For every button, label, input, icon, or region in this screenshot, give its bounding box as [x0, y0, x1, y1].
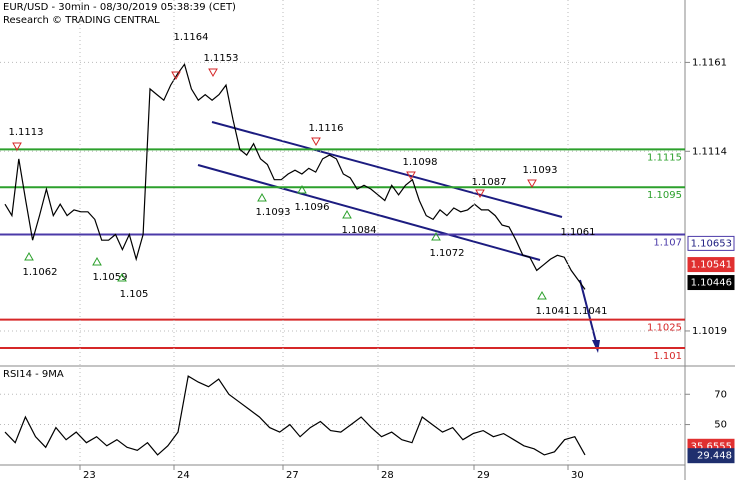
forecast-arrow	[579, 279, 597, 343]
price-tag	[687, 448, 735, 464]
low-marker	[257, 192, 267, 202]
y-tick-label: 1.1161	[692, 57, 727, 68]
high-marker	[171, 71, 181, 81]
annotation: 1.1041	[536, 306, 571, 317]
annotation: 1.1093	[523, 165, 558, 176]
annotation: 1.1087	[472, 177, 507, 188]
annotation: 1.1096	[295, 202, 330, 213]
level-label: 1.101	[653, 351, 682, 362]
low-marker	[92, 256, 102, 266]
low-marker	[297, 184, 307, 194]
x-tick-label: 29	[477, 470, 490, 480]
level-label: 1.1095	[647, 190, 682, 201]
annotation: 1.1084	[342, 225, 377, 236]
level-label: 1.1115	[647, 152, 682, 163]
low-marker	[342, 209, 352, 219]
y-tick-label: 1.1019	[692, 326, 727, 337]
annotation: 1.1061	[561, 227, 596, 238]
price-tag	[687, 235, 735, 251]
chart-title: EUR/USD - 30min - 08/30/2019 05:38:39 (C…	[3, 2, 236, 13]
price-line	[4, 375, 586, 456]
annotation: 1.1059	[93, 272, 128, 283]
price-tag-label: 35.6555	[691, 441, 732, 452]
high-marker	[311, 137, 321, 147]
channel-upper	[211, 121, 563, 218]
arrow-head	[592, 340, 600, 353]
channel-lower	[197, 164, 541, 261]
annotation: 1.105	[120, 289, 149, 300]
annotation: 1.1153	[204, 53, 239, 64]
price-tag-label: 1.10653	[691, 238, 732, 249]
annotation: 1.1093	[256, 207, 291, 218]
x-tick-label: 27	[286, 470, 299, 480]
level-label: 1.1025	[647, 323, 682, 334]
price-line	[4, 62, 586, 290]
annotation: 1.1116	[309, 123, 344, 134]
high-marker	[527, 179, 537, 189]
x-tick-label: 23	[83, 470, 96, 480]
x-tick-label: 30	[571, 470, 584, 480]
rsi-title: RSI14 - 9MA	[3, 369, 64, 380]
low-marker	[24, 251, 34, 261]
price-tag-label: 1.10541	[691, 260, 732, 271]
annotation: 1.1041	[573, 306, 608, 317]
level-label: 1.107	[653, 238, 682, 249]
low-marker	[537, 290, 547, 300]
annotation: 1.1164	[174, 32, 209, 43]
high-marker	[475, 189, 485, 199]
price-tag	[687, 275, 735, 291]
low-marker	[117, 272, 127, 282]
y-tick-label: 1.1114	[692, 146, 727, 157]
annotation: 1.1098	[403, 157, 438, 168]
chart-subtitle: Research © TRADING CENTRAL	[3, 15, 160, 26]
price-tag-label: 29.448	[697, 451, 732, 462]
high-marker	[208, 68, 218, 78]
high-marker	[406, 171, 416, 181]
y-tick-label: 50	[714, 420, 727, 431]
annotation: 1.1062	[23, 267, 58, 278]
low-marker	[431, 231, 441, 241]
x-tick-label: 24	[177, 470, 190, 480]
price-tag	[687, 257, 735, 273]
y-tick-label: 70	[714, 389, 727, 400]
annotation: 1.1072	[430, 248, 465, 259]
annotation: 1.1113	[9, 127, 44, 138]
x-tick-label: 28	[381, 470, 394, 480]
price-tag-label: 1.10446	[691, 278, 732, 289]
high-marker	[12, 142, 22, 152]
